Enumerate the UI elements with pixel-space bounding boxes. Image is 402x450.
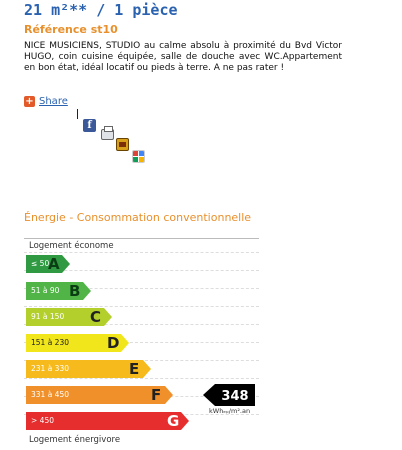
text-cursor	[77, 109, 78, 119]
energy-class-letter: B	[69, 282, 81, 300]
reference-label: Référence st10	[24, 23, 118, 36]
energy-class-g: > 450 G	[26, 412, 189, 430]
energy-class-letter: A	[48, 255, 60, 273]
rating-unit: kWhₑₚ/m².an	[209, 407, 251, 415]
photo-icon[interactable]	[116, 138, 129, 151]
grid-line	[24, 288, 259, 289]
energy-class-range: ≤ 50	[31, 259, 50, 268]
grid-line	[24, 324, 259, 325]
grid-line	[24, 378, 259, 379]
energy-class-b: 51 à 90 B	[26, 282, 91, 300]
share-widget[interactable]: + Share	[24, 96, 68, 107]
energy-class-range: 151 à 230	[31, 338, 69, 347]
energy-class-range: > 450	[31, 416, 54, 425]
top-label: Logement économe	[29, 241, 114, 251]
energy-class-letter: G	[167, 412, 180, 430]
share-plus-icon[interactable]: +	[24, 96, 35, 107]
energy-class-letter: E	[129, 360, 140, 378]
energy-class-a: ≤ 50 A	[26, 255, 70, 273]
energy-section-title: Énergie - Consommation conventionnelle	[24, 211, 252, 224]
energy-class-range: 51 à 90	[31, 286, 60, 295]
grid-line	[24, 270, 259, 271]
energy-class-letter: C	[90, 308, 102, 326]
grid-line	[24, 342, 259, 343]
rating-marker: 348	[203, 384, 255, 406]
share-link[interactable]: Share	[39, 96, 68, 107]
printer-icon[interactable]	[101, 126, 114, 140]
energy-class-range: 231 à 330	[31, 364, 69, 373]
energy-class-letter: F	[151, 386, 162, 404]
energy-class-letter: D	[107, 334, 120, 352]
energy-class-f: 331 à 450 F	[26, 386, 173, 404]
energy-class-d: 151 à 230 D	[26, 334, 129, 352]
energy-class-range: 331 à 450	[31, 390, 69, 399]
section-divider	[24, 238, 259, 239]
rating-value: 348	[221, 389, 248, 404]
energy-scale: ≤ 50 A 51 à 90 B 91 à 150 C 151 à 230 D 231 à 33…	[24, 250, 259, 434]
google-icon[interactable]	[132, 150, 145, 163]
bottom-label: Logement énergivore	[29, 435, 121, 445]
facebook-icon[interactable]: f	[83, 119, 96, 132]
listing-title: 21 m²** / 1 pièce	[24, 1, 178, 19]
energy-class-e: 231 à 330 E	[26, 360, 151, 378]
energy-class-c: 91 à 150 C	[26, 308, 112, 326]
listing-description: NICE MUSICIENS, STUDIO au calme absolu à…	[24, 41, 342, 74]
grid-line	[24, 252, 259, 253]
energy-class-range: 91 à 150	[31, 312, 65, 321]
grid-line	[24, 306, 259, 307]
